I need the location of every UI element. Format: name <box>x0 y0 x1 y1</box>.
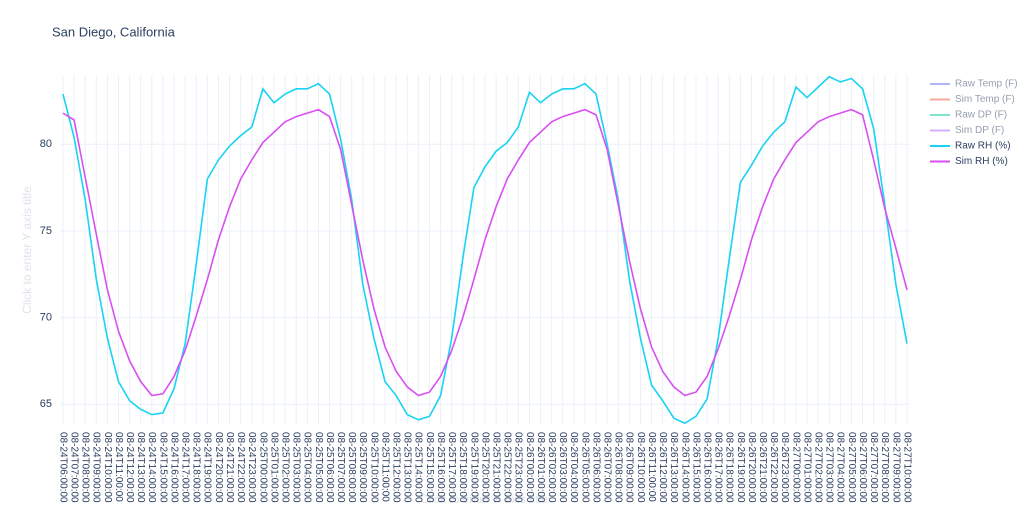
x-axis-title[interactable]: Click to enter X axis title <box>420 492 548 506</box>
x-tick-label: 08-25T02:00:00 <box>279 432 290 503</box>
legend-label: Sim Temp (F) <box>955 94 1015 105</box>
x-tick-label: 08-25T00:00:00 <box>257 432 268 503</box>
x-tick-label: 08-26T18:00:00 <box>724 432 735 503</box>
x-tick-label: 08-26T08:00:00 <box>613 432 624 503</box>
x-tick-label: 08-26T12:00:00 <box>657 432 668 503</box>
x-tick-label: 08-27T06:00:00 <box>857 432 868 503</box>
x-tick-label: 08-25T07:00:00 <box>335 432 346 503</box>
x-tick-label: 08-24T20:00:00 <box>213 432 224 503</box>
x-tick-label: 08-25T08:00:00 <box>346 432 357 503</box>
x-tick-label: 08-26T16:00:00 <box>701 432 712 503</box>
x-tick-label: 08-24T16:00:00 <box>168 432 179 503</box>
x-tick-label: 08-25T04:00:00 <box>302 432 313 503</box>
legend-item[interactable]: Sim DP (F) <box>930 125 1004 136</box>
x-tick-label: 08-26T01:00:00 <box>535 432 546 503</box>
x-tick-label: 08-24T22:00:00 <box>235 432 246 503</box>
x-tick-label: 08-24T06:00:00 <box>57 432 68 503</box>
x-tick-label: 08-27T01:00:00 <box>801 432 812 503</box>
legend-label: Sim RH (%) <box>955 156 1008 167</box>
legend-label: Sim DP (F) <box>955 125 1004 136</box>
legend-item[interactable]: Raw DP (F) <box>930 110 1007 121</box>
x-tick-label: 08-25T03:00:00 <box>291 432 302 503</box>
legend-label: Raw DP (F) <box>955 110 1007 121</box>
series-line <box>62 108 908 397</box>
x-tick-label: 08-25T09:00:00 <box>357 432 368 503</box>
x-tick-label: 08-25T16:00:00 <box>435 432 446 503</box>
x-tick-label: 08-25T19:00:00 <box>468 432 479 503</box>
x-tick-label: 08-26T22:00:00 <box>768 432 779 503</box>
x-tick-label: 08-25T06:00:00 <box>324 432 335 503</box>
x-tick-label: 08-25T14:00:00 <box>413 432 424 503</box>
x-tick-label: 08-26T07:00:00 <box>602 432 613 503</box>
x-tick-label: 08-25T20:00:00 <box>479 432 490 503</box>
x-tick-label: 08-26T10:00:00 <box>635 432 646 503</box>
x-tick-label: 08-26T20:00:00 <box>746 432 757 503</box>
x-tick-label: 08-25T13:00:00 <box>402 432 413 503</box>
x-tick-label: 08-24T10:00:00 <box>102 432 113 503</box>
x-tick-label: 08-25T18:00:00 <box>457 432 468 503</box>
x-tick-label: 08-26T19:00:00 <box>735 432 746 503</box>
x-tick-label: 08-26T15:00:00 <box>690 432 701 503</box>
x-tick-label: 08-24T19:00:00 <box>202 432 213 503</box>
x-tick-label: 08-27T05:00:00 <box>846 432 857 503</box>
legend-item[interactable]: Raw RH (%) <box>930 141 1011 152</box>
x-tick-label: 08-26T11:00:00 <box>646 432 657 502</box>
x-tick-label: 08-24T14:00:00 <box>146 432 157 503</box>
y-axis-title[interactable]: Click to enter Y axis title <box>20 186 34 314</box>
x-tick-label: 08-26T04:00:00 <box>568 432 579 503</box>
x-tick-label: 08-26T05:00:00 <box>579 432 590 503</box>
x-tick-label: 08-24T07:00:00 <box>68 432 79 503</box>
x-tick-label: 08-27T03:00:00 <box>824 432 835 503</box>
legend-label: Raw Temp (F) <box>955 79 1018 90</box>
x-tick-label: 08-25T23:00:00 <box>513 432 524 503</box>
x-tick-label: 08-26T09:00:00 <box>624 432 635 503</box>
x-tick-label: 08-24T09:00:00 <box>91 432 102 503</box>
x-tick-label: 08-24T17:00:00 <box>180 432 191 503</box>
y-tick-label: 70 <box>40 311 52 323</box>
x-tick-label: 08-24T18:00:00 <box>191 432 202 503</box>
x-tick-label: 08-25T17:00:00 <box>446 432 457 503</box>
x-tick-label: 08-26T21:00:00 <box>757 432 768 503</box>
x-tick-label: 08-24T11:00:00 <box>113 432 124 502</box>
x-tick-label: 08-25T21:00:00 <box>490 432 501 503</box>
x-tick-label: 08-27T08:00:00 <box>879 432 890 503</box>
x-tick-label: 08-25T15:00:00 <box>424 432 435 503</box>
x-tick-label: 08-26T13:00:00 <box>668 432 679 503</box>
x-tick-label: 08-25T11:00:00 <box>379 432 390 502</box>
chart-title: San Diego, California <box>52 24 176 39</box>
legend-label: Raw RH (%) <box>955 141 1011 152</box>
x-tick-label: 08-27T04:00:00 <box>835 432 846 503</box>
legend-item[interactable]: Sim RH (%) <box>930 156 1008 167</box>
x-tick-label: 08-27T10:00:00 <box>901 432 912 503</box>
x-tick-label: 08-27T09:00:00 <box>890 432 901 503</box>
x-tick-label: 08-27T07:00:00 <box>868 432 879 503</box>
x-tick-label: 08-24T08:00:00 <box>80 432 91 503</box>
x-tick-label: 08-26T00:00:00 <box>524 432 535 503</box>
x-tick-label: 08-26T14:00:00 <box>679 432 690 503</box>
series-line <box>62 75 908 425</box>
x-tick-label: 08-26T03:00:00 <box>557 432 568 503</box>
x-tick-label: 08-25T01:00:00 <box>268 432 279 503</box>
x-tick-label: 08-25T10:00:00 <box>368 432 379 503</box>
x-tick-label: 08-24T12:00:00 <box>124 432 135 503</box>
x-tick-label: 08-27T00:00:00 <box>790 432 801 503</box>
x-tick-label: 08-25T05:00:00 <box>313 432 324 503</box>
x-tick-label: 08-24T15:00:00 <box>157 432 168 503</box>
x-tick-label: 08-27T02:00:00 <box>813 432 824 503</box>
y-tick-label: 65 <box>40 398 52 410</box>
y-tick-label: 75 <box>40 225 52 237</box>
legend-item[interactable]: Raw Temp (F) <box>930 79 1018 90</box>
x-tick-label: 08-24T13:00:00 <box>135 432 146 503</box>
y-tick-label: 80 <box>40 138 52 150</box>
x-tick-label: 08-24T23:00:00 <box>246 432 257 503</box>
x-tick-label: 08-26T23:00:00 <box>779 432 790 503</box>
x-tick-label: 08-26T17:00:00 <box>713 432 724 503</box>
legend-item[interactable]: Sim Temp (F) <box>930 94 1015 105</box>
x-tick-label: 08-24T21:00:00 <box>224 432 235 503</box>
x-tick-label: 08-25T22:00:00 <box>502 432 513 503</box>
x-tick-label: 08-26T02:00:00 <box>546 432 557 503</box>
x-tick-label: 08-26T06:00:00 <box>590 432 601 503</box>
x-tick-label: 08-25T12:00:00 <box>391 432 402 503</box>
